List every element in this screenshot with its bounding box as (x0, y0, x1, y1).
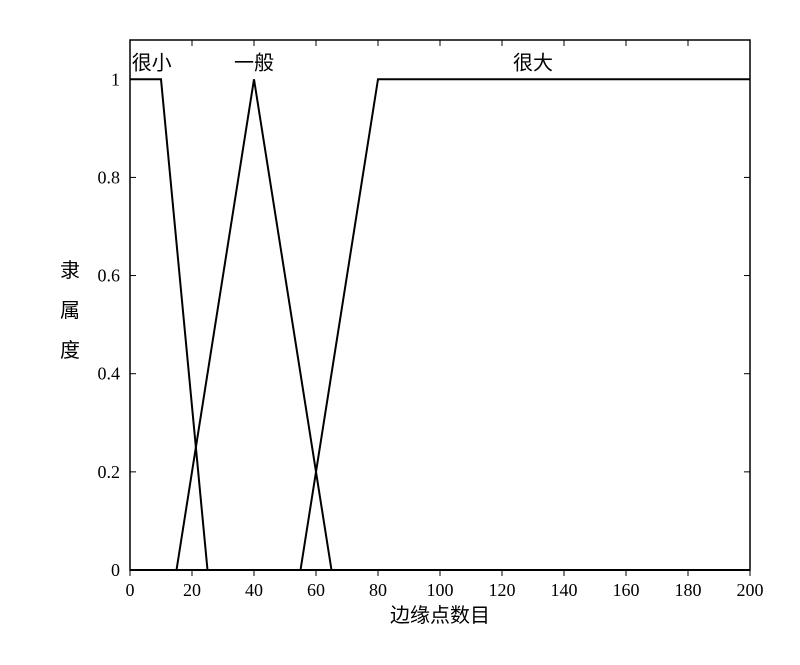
x-tick-label: 0 (126, 580, 135, 600)
x-tick-label: 160 (613, 580, 640, 600)
y-axis-title-char: 度 (60, 339, 80, 362)
chart-svg: 0 20 40 60 80 100 120 140 160 180 200 0 0.2 0.4 0.6 0.8… (0, 0, 800, 665)
x-tick-label: 140 (551, 580, 578, 600)
series-normal (130, 79, 750, 570)
x-tick-label: 120 (489, 580, 516, 600)
membership-chart: 0 20 40 60 80 100 120 140 160 180 200 0 0.2 0.4 0.6 0.8… (0, 0, 800, 665)
y-tick-label: 0 (111, 560, 120, 580)
series-very_small (130, 79, 750, 570)
x-axis-title: 边缘点数目 (390, 604, 490, 627)
x-tick-label: 200 (737, 580, 764, 600)
x-tick-label: 60 (307, 580, 325, 600)
y-tick-label: 0.2 (98, 462, 121, 482)
y-tick-label: 0.8 (98, 167, 121, 187)
plot-box (130, 40, 750, 570)
y-axis-title-char: 隶 (60, 259, 80, 282)
y-tick-label: 1 (111, 69, 120, 89)
category-label-very_large: 很大 (513, 51, 553, 74)
y-tick-label: 0.4 (98, 364, 121, 384)
x-tick-label: 20 (183, 580, 201, 600)
y-axis-title-char: 属 (60, 300, 80, 322)
series-very_large (130, 79, 750, 570)
x-tick-label: 100 (427, 580, 454, 600)
x-tick-label: 80 (369, 580, 387, 600)
y-tick-label: 0.6 (98, 266, 121, 286)
x-tick-label: 180 (675, 580, 702, 600)
x-tick-label: 40 (245, 580, 263, 600)
category-label-very_small: 很小 (132, 51, 172, 74)
category-label-normal: 一般 (234, 51, 274, 74)
